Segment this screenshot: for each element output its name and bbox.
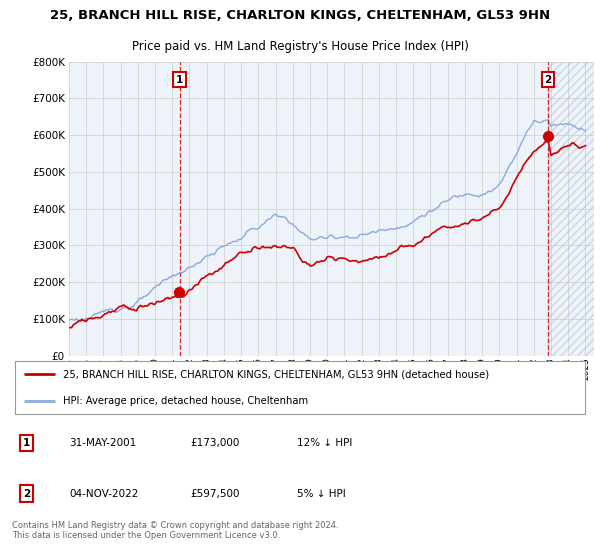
Text: £597,500: £597,500: [191, 488, 240, 498]
Text: 12% ↓ HPI: 12% ↓ HPI: [297, 438, 352, 448]
Text: 2: 2: [23, 488, 30, 498]
FancyBboxPatch shape: [15, 361, 585, 414]
Text: 31-MAY-2001: 31-MAY-2001: [70, 438, 137, 448]
Text: 2: 2: [545, 75, 552, 85]
Text: £173,000: £173,000: [191, 438, 240, 448]
Text: 5% ↓ HPI: 5% ↓ HPI: [297, 488, 346, 498]
Text: HPI: Average price, detached house, Cheltenham: HPI: Average price, detached house, Chel…: [62, 396, 308, 407]
Text: 1: 1: [176, 75, 183, 85]
Text: 1: 1: [23, 438, 30, 448]
Text: 25, BRANCH HILL RISE, CHARLTON KINGS, CHELTENHAM, GL53 9HN (detached house): 25, BRANCH HILL RISE, CHARLTON KINGS, CH…: [62, 369, 489, 379]
Text: Price paid vs. HM Land Registry's House Price Index (HPI): Price paid vs. HM Land Registry's House …: [131, 40, 469, 53]
Text: 25, BRANCH HILL RISE, CHARLTON KINGS, CHELTENHAM, GL53 9HN: 25, BRANCH HILL RISE, CHARLTON KINGS, CH…: [50, 8, 550, 22]
Text: 04-NOV-2022: 04-NOV-2022: [70, 488, 139, 498]
Text: Contains HM Land Registry data © Crown copyright and database right 2024.
This d: Contains HM Land Registry data © Crown c…: [12, 521, 338, 540]
